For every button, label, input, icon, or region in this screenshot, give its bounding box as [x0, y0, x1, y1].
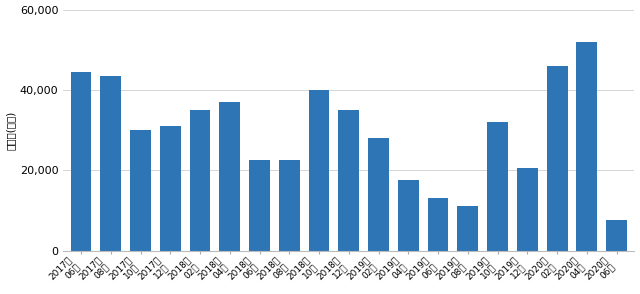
Bar — [130, 130, 151, 250]
Bar — [606, 220, 627, 250]
Bar — [308, 90, 330, 250]
Bar — [547, 66, 568, 250]
Bar — [279, 160, 300, 250]
Bar — [428, 198, 449, 250]
Bar — [249, 160, 270, 250]
Bar — [220, 102, 240, 250]
Bar — [458, 206, 478, 250]
Bar — [577, 42, 597, 250]
Bar — [517, 168, 538, 250]
Y-axis label: 거래량(건수): 거래량(건수) — [6, 111, 15, 150]
Bar — [368, 138, 389, 250]
Bar — [339, 110, 359, 250]
Bar — [487, 122, 508, 250]
Bar — [189, 110, 211, 250]
Bar — [100, 76, 121, 250]
Bar — [160, 126, 180, 250]
Bar — [70, 72, 92, 250]
Bar — [398, 180, 419, 250]
